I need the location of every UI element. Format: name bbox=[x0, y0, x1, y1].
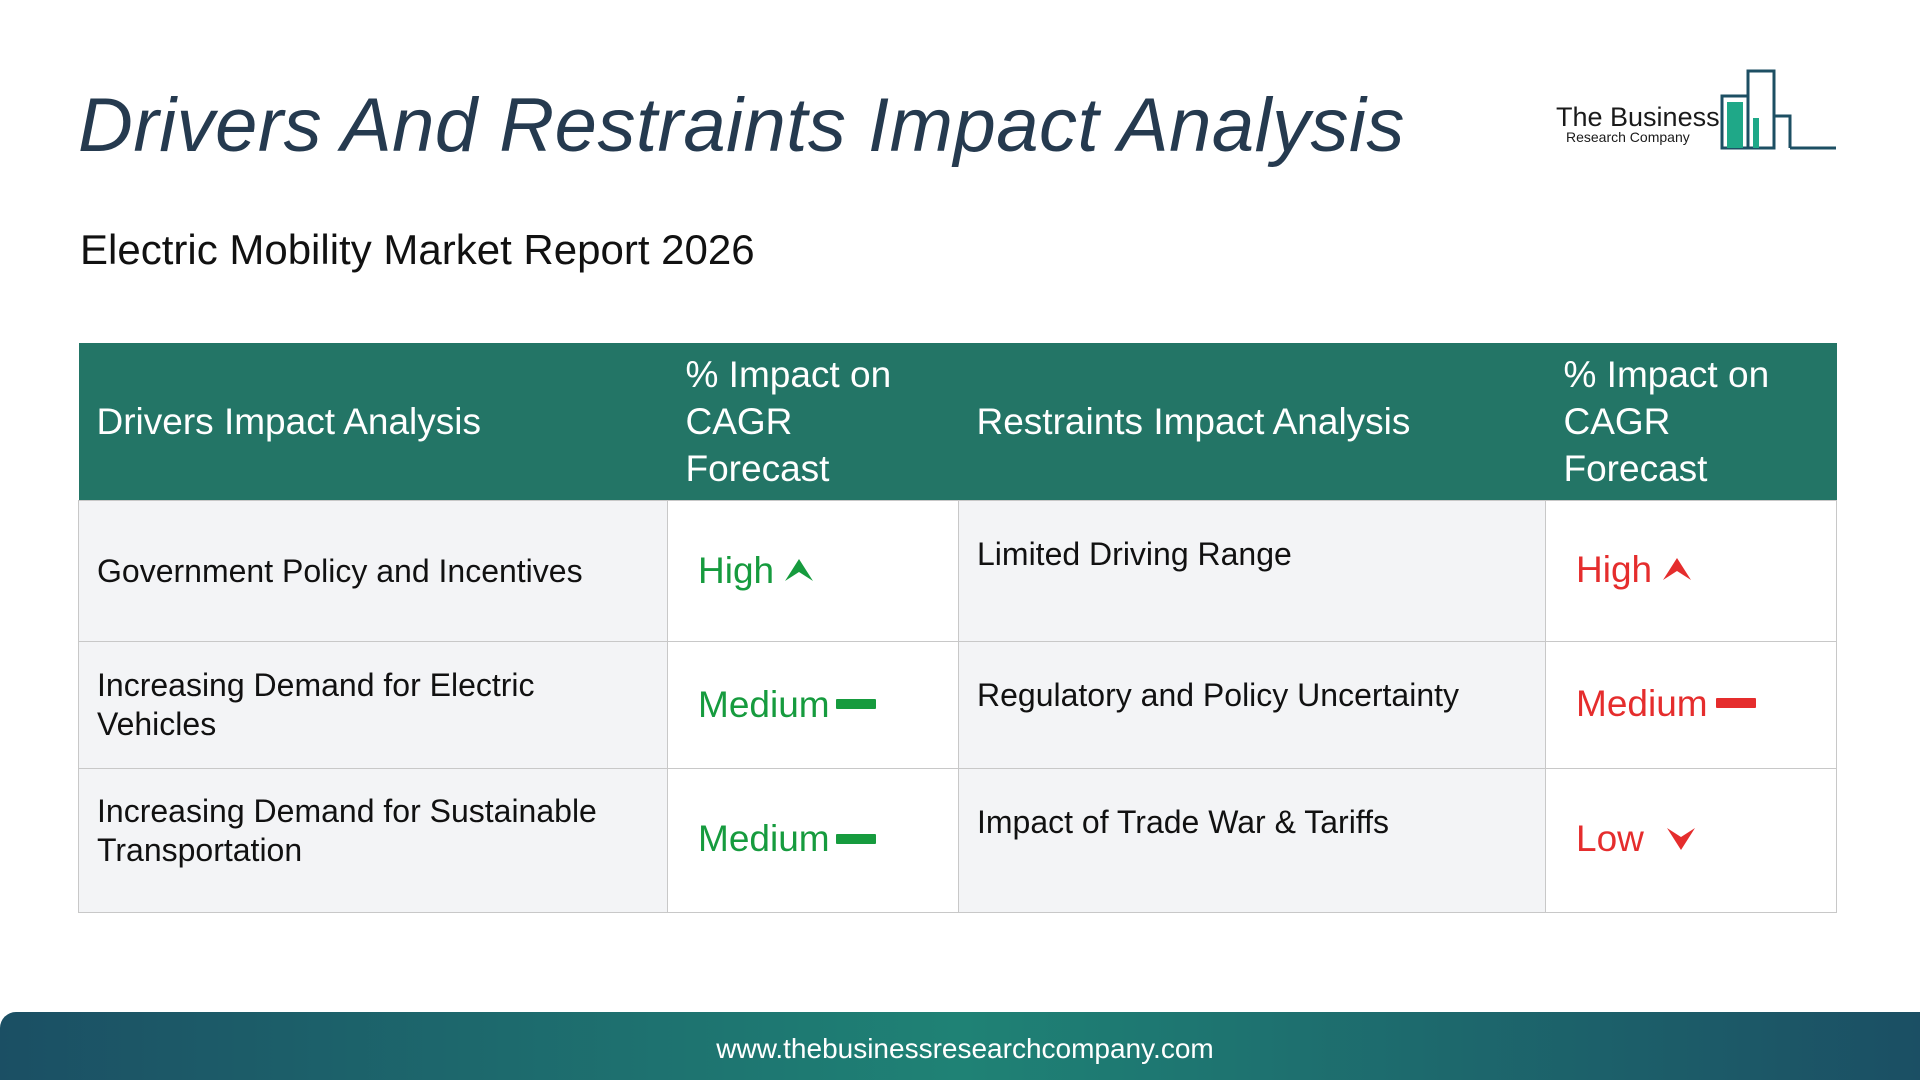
table-row: Increasing Demand for Electric Vehicles … bbox=[78, 641, 1837, 769]
restraint-impact-cell: Medium bbox=[1545, 641, 1837, 769]
driver-cell: Increasing Demand for Electric Vehicles bbox=[78, 641, 668, 769]
table-row: Increasing Demand for Sustainable Transp… bbox=[78, 768, 1837, 913]
impact-level: Medium bbox=[698, 819, 876, 858]
restraints-column-header: Restraints Impact Analysis bbox=[958, 343, 1546, 501]
impact-table: Drivers Impact Analysis % Impact on CAGR… bbox=[78, 343, 1837, 913]
arrow-up-icon bbox=[784, 557, 814, 583]
driver-cell: Government Policy and Incentives bbox=[78, 500, 668, 642]
impact-table-container: Drivers Impact Analysis % Impact on CAGR… bbox=[78, 343, 1837, 913]
driver-impact-cell: High bbox=[667, 500, 959, 642]
header-line: CAGR Forecast bbox=[685, 401, 830, 489]
impact-level: Medium bbox=[1576, 684, 1756, 723]
header-line: % Impact on bbox=[1563, 354, 1770, 395]
restraint-impact-column-header: % Impact on CAGR Forecast bbox=[1545, 343, 1837, 501]
restraint-impact-cell: High bbox=[1545, 500, 1837, 642]
arrow-up-icon bbox=[1662, 556, 1692, 582]
impact-level: Low bbox=[1576, 819, 1696, 858]
impact-level-label: Medium bbox=[1576, 682, 1708, 724]
restraint-impact-cell: Low bbox=[1545, 768, 1837, 913]
impact-level-label: High bbox=[1576, 548, 1653, 590]
impact-level: High bbox=[1576, 550, 1692, 589]
page-title: Drivers And Restraints Impact Analysis bbox=[78, 83, 1405, 168]
report-subtitle: Electric Mobility Market Report 2026 bbox=[80, 226, 755, 273]
driver-cell: Increasing Demand for Sustainable Transp… bbox=[78, 768, 668, 913]
driver-impact-column-header: % Impact on CAGR Forecast bbox=[667, 343, 959, 501]
impact-level-label: High bbox=[698, 549, 775, 591]
header-line: % Impact on bbox=[685, 354, 892, 395]
table-header-row: Drivers Impact Analysis % Impact on CAGR… bbox=[78, 343, 1837, 501]
company-logo: The Business Research Company bbox=[1552, 66, 1842, 156]
logo-subtext: Research Company bbox=[1566, 129, 1690, 145]
footer-url[interactable]: www.thebusinessresearchcompany.com bbox=[716, 1033, 1214, 1064]
dash-icon bbox=[835, 699, 876, 709]
table-row: Government Policy and Incentives High Li… bbox=[78, 500, 1837, 642]
restraint-cell: Impact of Trade War & Tariffs bbox=[958, 768, 1546, 913]
driver-impact-cell: Medium bbox=[667, 768, 959, 913]
dash-icon bbox=[1715, 698, 1756, 708]
restraint-cell: Regulatory and Policy Uncertainty bbox=[958, 641, 1546, 769]
header-line: CAGR Forecast bbox=[1563, 401, 1708, 489]
impact-level-label: Low bbox=[1576, 818, 1644, 859]
restraint-cell: Limited Driving Range bbox=[958, 500, 1546, 642]
impact-level-label: Medium bbox=[698, 818, 830, 859]
dash-icon bbox=[835, 833, 876, 844]
impact-level: Medium bbox=[698, 685, 876, 724]
footer-bar: www.thebusinessresearchcompany.com bbox=[0, 1012, 1920, 1080]
drivers-column-header: Drivers Impact Analysis bbox=[78, 343, 668, 501]
arrow-down-icon bbox=[1666, 826, 1696, 852]
impact-level: High bbox=[698, 551, 814, 590]
logo-buildings-icon bbox=[1720, 69, 1836, 150]
driver-impact-cell: Medium bbox=[667, 641, 959, 769]
impact-level-label: Medium bbox=[698, 683, 830, 725]
logo-name: The Business bbox=[1556, 102, 1720, 132]
